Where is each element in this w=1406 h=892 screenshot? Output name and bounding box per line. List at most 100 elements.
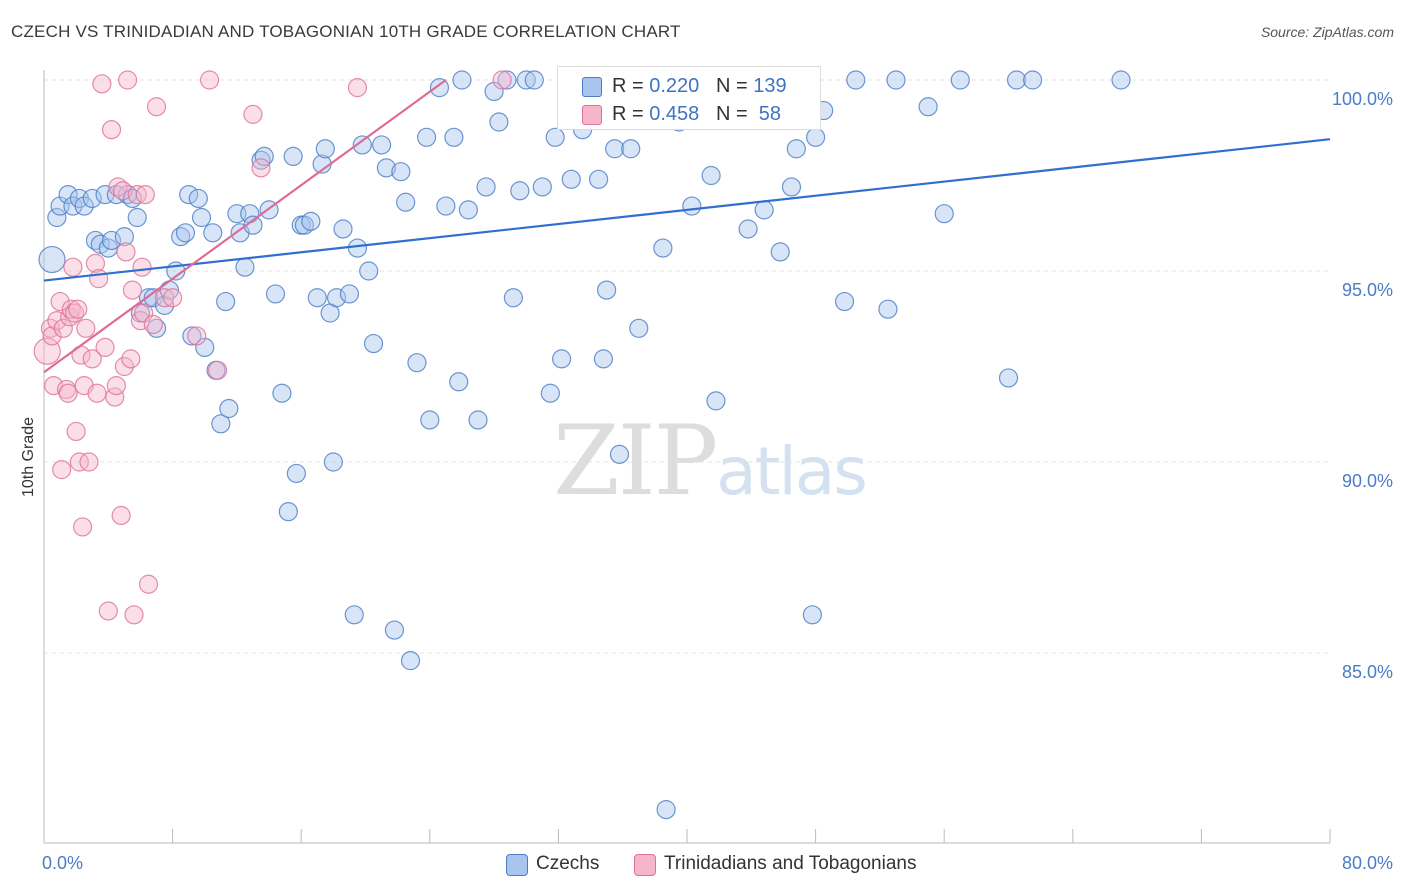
trinidadian-point bbox=[85, 253, 106, 273]
trinidadian-point bbox=[72, 517, 93, 537]
czech-point bbox=[101, 230, 122, 251]
czech-point bbox=[950, 70, 970, 90]
czech-point bbox=[400, 651, 421, 671]
axes bbox=[43, 70, 1331, 844]
czech-point bbox=[802, 605, 822, 625]
trinidadian-point bbox=[187, 326, 207, 346]
trinidadian-point bbox=[208, 360, 228, 380]
czech-point bbox=[195, 337, 215, 357]
trinidadian-point bbox=[82, 349, 102, 369]
czech-point bbox=[154, 295, 175, 315]
czech-point bbox=[420, 410, 440, 430]
trinidadian-point bbox=[143, 314, 163, 335]
x-tick-label-min: 0.0% bbox=[42, 853, 83, 873]
trinidadian-point bbox=[135, 185, 155, 205]
czech-point bbox=[524, 70, 544, 90]
trinidadian-point bbox=[53, 318, 73, 338]
czech-point bbox=[407, 353, 427, 373]
czech-point bbox=[391, 162, 411, 182]
czech-point bbox=[1023, 70, 1043, 90]
czech-point bbox=[315, 139, 335, 159]
czech-point bbox=[754, 200, 774, 220]
czech-point bbox=[1111, 70, 1131, 90]
czech-point bbox=[344, 605, 364, 625]
tick-labels: 100.0% 95.0% 90.0% 85.0% 0.0% 80.0% bbox=[42, 89, 1393, 873]
czech-point bbox=[597, 280, 617, 300]
czech-point bbox=[545, 127, 565, 147]
trinidadian-point bbox=[116, 242, 136, 262]
czech-point bbox=[468, 410, 488, 430]
czech-point bbox=[272, 383, 292, 403]
czech-point bbox=[235, 257, 255, 277]
czech-point bbox=[484, 81, 504, 102]
trinidadian-point bbox=[47, 311, 67, 331]
czech-point bbox=[436, 196, 456, 216]
chart-source: Source: ZipAtlas.com bbox=[1260, 24, 1394, 40]
czech-point bbox=[605, 139, 625, 159]
czech-point bbox=[182, 326, 202, 346]
czech-point bbox=[834, 291, 855, 312]
czech-point bbox=[127, 207, 147, 228]
trinidadian-point bbox=[50, 291, 70, 312]
czech-point bbox=[682, 196, 702, 216]
czech-point bbox=[114, 227, 134, 247]
czech-point bbox=[781, 177, 802, 197]
trinidadian-point bbox=[58, 383, 78, 403]
trinidadian-point bbox=[89, 269, 109, 289]
trinidadian-point bbox=[101, 120, 122, 140]
trinidadian-point bbox=[492, 70, 512, 90]
czech-point bbox=[371, 135, 392, 155]
czech-point bbox=[593, 349, 614, 369]
x-tick-label-max: 80.0% bbox=[1342, 853, 1393, 873]
czech-point bbox=[339, 284, 360, 304]
czech-point bbox=[653, 238, 673, 258]
czech-point bbox=[243, 215, 263, 235]
czech-point bbox=[503, 288, 523, 308]
czech-point bbox=[307, 288, 327, 308]
czechs-r-value: 0.220 bbox=[649, 75, 700, 97]
czech-point bbox=[588, 169, 609, 189]
trinidadian-point bbox=[114, 356, 134, 377]
czech-point bbox=[497, 70, 517, 90]
trinidadian-point bbox=[63, 257, 83, 277]
czech-point bbox=[191, 207, 212, 228]
trinidadian-point bbox=[121, 349, 141, 369]
trinidadian-point bbox=[69, 452, 89, 472]
czech-point bbox=[254, 146, 274, 166]
czech-point bbox=[219, 398, 239, 419]
legend-label-czechs: Czechs bbox=[536, 853, 600, 874]
czech-point bbox=[359, 261, 379, 281]
czech-point bbox=[552, 349, 572, 369]
czech-point bbox=[656, 800, 676, 820]
y-tick-label: 85.0% bbox=[1342, 662, 1393, 682]
czech-point bbox=[629, 318, 649, 338]
trinidadian-point bbox=[243, 104, 263, 124]
trinidadian-point bbox=[111, 505, 131, 526]
czech-point bbox=[805, 127, 826, 147]
czech-point bbox=[376, 158, 396, 178]
chart-title: CZECH VS TRINIDADIAN AND TOBAGONIAN 10TH… bbox=[11, 22, 681, 41]
czech-point bbox=[301, 211, 321, 231]
czech-point bbox=[878, 299, 898, 319]
czech-point bbox=[510, 181, 530, 201]
trinidadian-point bbox=[154, 288, 175, 308]
watermark-atlas: atlas bbox=[716, 433, 867, 510]
trinidadians-trend-line bbox=[43, 79, 447, 374]
czech-point bbox=[532, 177, 552, 197]
trinidadian-point bbox=[87, 383, 107, 403]
y-tick-label: 90.0% bbox=[1342, 471, 1393, 491]
czech-point bbox=[47, 207, 67, 228]
trinidadian-point bbox=[132, 257, 152, 277]
trinidadian-point bbox=[68, 299, 88, 319]
trinidadian-point bbox=[347, 78, 368, 98]
czech-point bbox=[516, 70, 536, 90]
czech-point bbox=[58, 185, 78, 205]
watermark-zip: ZIP bbox=[553, 405, 718, 517]
czech-point bbox=[416, 127, 437, 147]
trinidadian-point bbox=[66, 421, 86, 442]
czech-point bbox=[82, 188, 102, 209]
trinidadian-point bbox=[76, 318, 96, 338]
czech-point bbox=[561, 169, 581, 189]
czech-point bbox=[770, 242, 790, 262]
